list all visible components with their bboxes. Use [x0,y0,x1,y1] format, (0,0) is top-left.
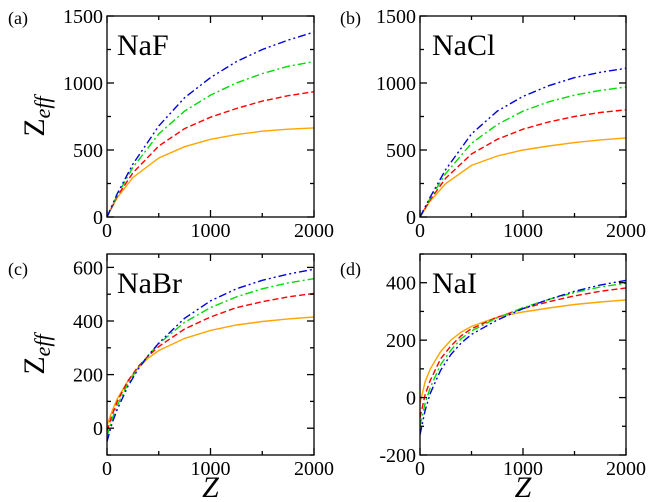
y-tick-label: 0 [93,207,103,229]
series-line-solid [420,299,626,404]
compound-label: NaF [117,29,169,62]
y-tick-label: 0 [406,388,416,410]
y-tick-label: -200 [379,445,416,467]
compound-label: NaBr [117,267,182,300]
compound-label: NaI [432,267,477,300]
series-line-dash-dot-dot [420,67,626,217]
panel-label: (c) [8,259,28,280]
series-line-dashed [107,292,314,432]
y-tick-label: 400 [386,273,416,295]
x-axis-title: Z [515,471,532,502]
x-tick-label: 1000 [503,458,543,480]
y-tick-label: 0 [406,207,416,229]
y-axis-title: Zeff [18,93,55,136]
series-line-dash-dot-dot [420,279,626,436]
y-tick-label: 200 [386,330,416,352]
series-line-dash-dot-dot [107,31,314,217]
series-line-dashed [420,287,626,418]
y-tick-label: 1500 [63,6,103,28]
y-tick-label: 400 [73,311,103,333]
series-line-dash-dot-dot [107,268,314,442]
series-line-solid [107,127,314,217]
x-tick-label: 0 [415,220,425,242]
series-line-dashed [107,91,314,217]
x-tick-label: 0 [415,458,425,480]
x-tick-label: 2000 [294,458,334,480]
x-tick-label: 2000 [294,220,334,242]
panel-2: 0 1000 2000 0 500 1000 1500 (b) NaCl [340,6,646,242]
y-tick-label: 0 [93,418,103,440]
y-tick-label: 1000 [376,73,416,95]
x-tick-label: 1000 [503,220,543,242]
y-axis-title: Zeff [18,331,55,374]
x-tick-label: 2000 [606,458,646,480]
y-tick-label: 500 [386,140,416,162]
y-tick-label: 600 [73,257,103,279]
panel-label: (d) [340,259,361,280]
series-line-dash-dot [107,60,314,217]
y-tick-label: 1500 [376,6,416,28]
series-line-solid [107,316,314,426]
x-tick-label: 0 [102,220,112,242]
x-tick-label: 0 [102,458,112,480]
x-axis-title: Z [202,471,219,502]
panel-1: 0 1000 2000 0 500 1000 1500 (a) NaF Zeff [8,6,334,242]
series-line-solid [420,137,626,217]
x-tick-label: 1000 [191,220,231,242]
series-line-dash-dot [420,86,626,217]
compound-label: NaCl [432,29,495,62]
panel-3: 0 1000 2000 0 200 400 600 (c) NaBr Zeff [8,253,334,480]
series-line-dashed [420,109,626,217]
y-tick-label: 500 [73,140,103,162]
panel-label: (a) [8,8,28,29]
y-tick-label: 1000 [63,73,103,95]
x-tick-label: 1000 [191,458,231,480]
panel-label: (b) [340,8,361,29]
y-tick-label: 200 [73,365,103,387]
x-tick-label: 2000 [606,220,646,242]
series-line-dash-dot [107,278,314,437]
